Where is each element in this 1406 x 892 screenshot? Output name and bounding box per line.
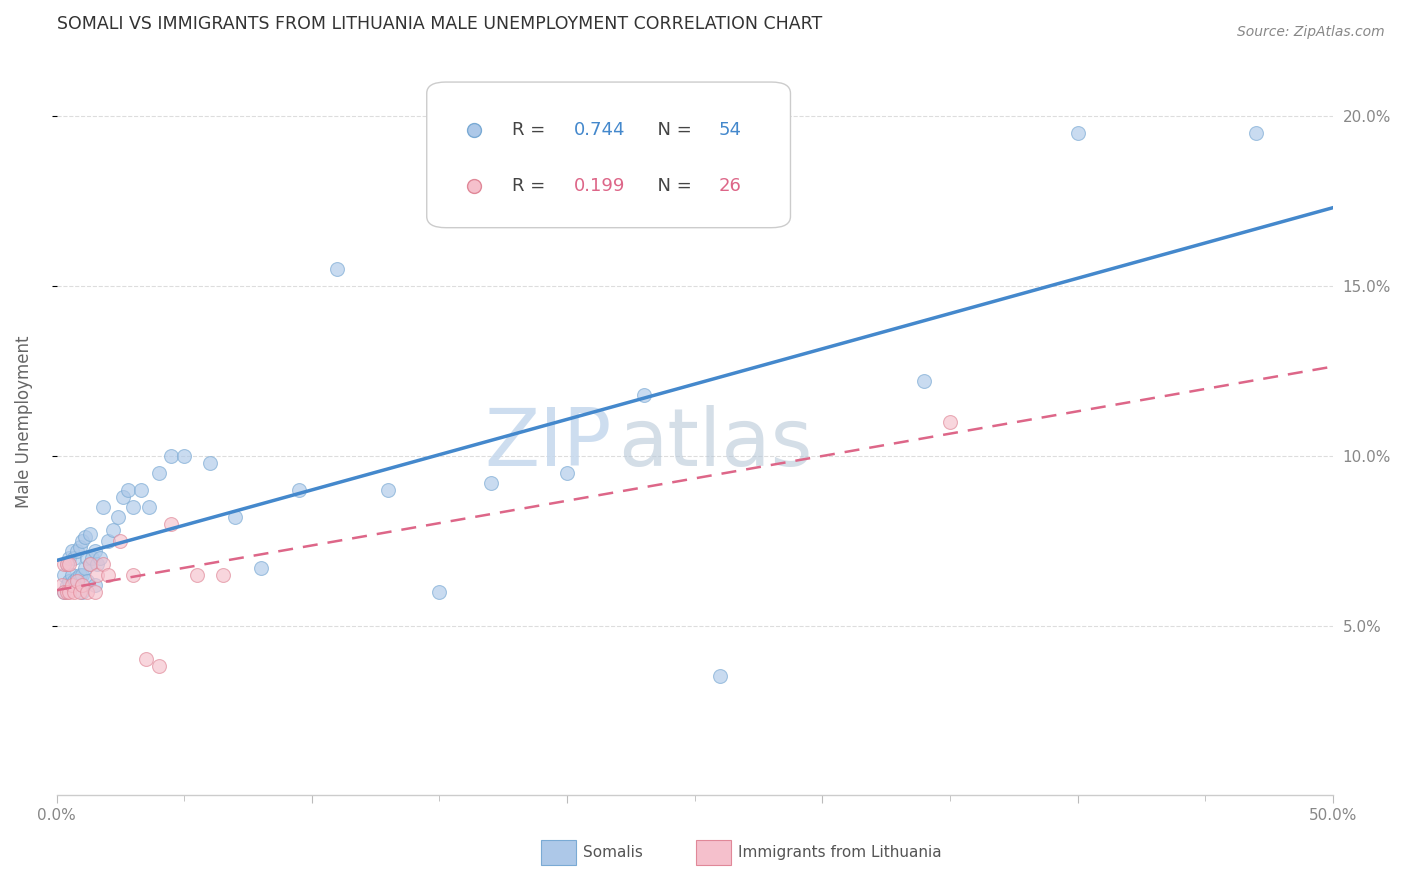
Point	[69, 567, 91, 582]
Text: 26: 26	[718, 177, 742, 194]
Point	[135, 652, 157, 666]
Text: 0.199: 0.199	[574, 177, 624, 194]
Text: SOMALI VS IMMIGRANTS FROM LITHUANIA MALE UNEMPLOYMENT CORRELATION CHART: SOMALI VS IMMIGRANTS FROM LITHUANIA MALE…	[56, 15, 823, 33]
Point	[63, 584, 86, 599]
Point	[60, 567, 83, 582]
Point	[53, 558, 76, 572]
Y-axis label: Male Unemployment: Male Unemployment	[15, 335, 32, 508]
Point	[709, 669, 731, 683]
Point	[76, 550, 98, 565]
Point	[56, 578, 79, 592]
Point	[66, 574, 89, 589]
Point	[53, 567, 76, 582]
Text: N =: N =	[647, 177, 697, 194]
Point	[51, 578, 73, 592]
Point	[83, 578, 105, 592]
Point	[60, 578, 83, 592]
Point	[86, 567, 108, 582]
Point	[53, 584, 76, 599]
Text: R =: R =	[512, 121, 551, 139]
Point	[56, 558, 79, 572]
Point	[58, 550, 80, 565]
Point	[173, 449, 195, 463]
Point	[117, 483, 139, 497]
Point	[1246, 126, 1268, 140]
Point	[89, 550, 111, 565]
Point	[288, 483, 311, 497]
Text: ZIP: ZIP	[485, 405, 612, 483]
Point	[91, 558, 114, 572]
Point	[70, 584, 93, 599]
Point	[186, 567, 208, 582]
Point	[63, 574, 86, 589]
Point	[633, 387, 655, 401]
Point	[122, 567, 145, 582]
Point	[73, 530, 96, 544]
Point	[138, 500, 160, 514]
Point	[1066, 126, 1088, 140]
FancyBboxPatch shape	[427, 82, 790, 227]
Point	[555, 466, 578, 480]
Point	[82, 550, 104, 565]
Point	[69, 584, 91, 599]
Point	[86, 558, 108, 572]
Text: R =: R =	[512, 177, 551, 194]
Point	[53, 584, 76, 599]
Point	[326, 262, 349, 277]
Point	[91, 500, 114, 514]
Point	[914, 374, 936, 388]
Text: 0.744: 0.744	[574, 121, 626, 139]
Point	[79, 558, 101, 572]
Point	[160, 516, 183, 531]
Point	[97, 567, 120, 582]
Point	[70, 578, 93, 592]
Text: Source: ZipAtlas.com: Source: ZipAtlas.com	[1237, 25, 1385, 39]
Point	[79, 558, 101, 572]
Point	[60, 544, 83, 558]
Point	[58, 558, 80, 572]
Point	[79, 527, 101, 541]
Point	[69, 541, 91, 555]
Point	[76, 574, 98, 589]
Point	[250, 561, 273, 575]
Point	[58, 584, 80, 599]
Text: Immigrants from Lithuania: Immigrants from Lithuania	[738, 846, 942, 860]
Point	[110, 533, 132, 548]
Point	[56, 558, 79, 572]
Point	[70, 533, 93, 548]
Point	[148, 659, 170, 673]
Point	[479, 475, 502, 490]
Text: N =: N =	[647, 121, 697, 139]
Point	[129, 483, 152, 497]
Point	[111, 490, 134, 504]
Point	[211, 567, 233, 582]
Point	[66, 571, 89, 585]
Text: Somalis: Somalis	[583, 846, 644, 860]
Point	[122, 500, 145, 514]
Point	[939, 415, 962, 429]
Point	[160, 449, 183, 463]
Point	[148, 466, 170, 480]
Point	[56, 584, 79, 599]
Text: 54: 54	[718, 121, 742, 139]
Point	[377, 483, 399, 497]
Point	[429, 584, 451, 599]
Point	[76, 584, 98, 599]
Point	[58, 574, 80, 589]
Point	[224, 510, 246, 524]
Point	[73, 561, 96, 575]
Point	[107, 510, 129, 524]
Point	[198, 456, 221, 470]
Point	[97, 533, 120, 548]
Point	[66, 544, 89, 558]
Point	[101, 524, 124, 538]
Point	[70, 567, 93, 582]
Point	[83, 584, 105, 599]
Text: atlas: atlas	[619, 405, 813, 483]
Point	[83, 544, 105, 558]
Point	[63, 550, 86, 565]
